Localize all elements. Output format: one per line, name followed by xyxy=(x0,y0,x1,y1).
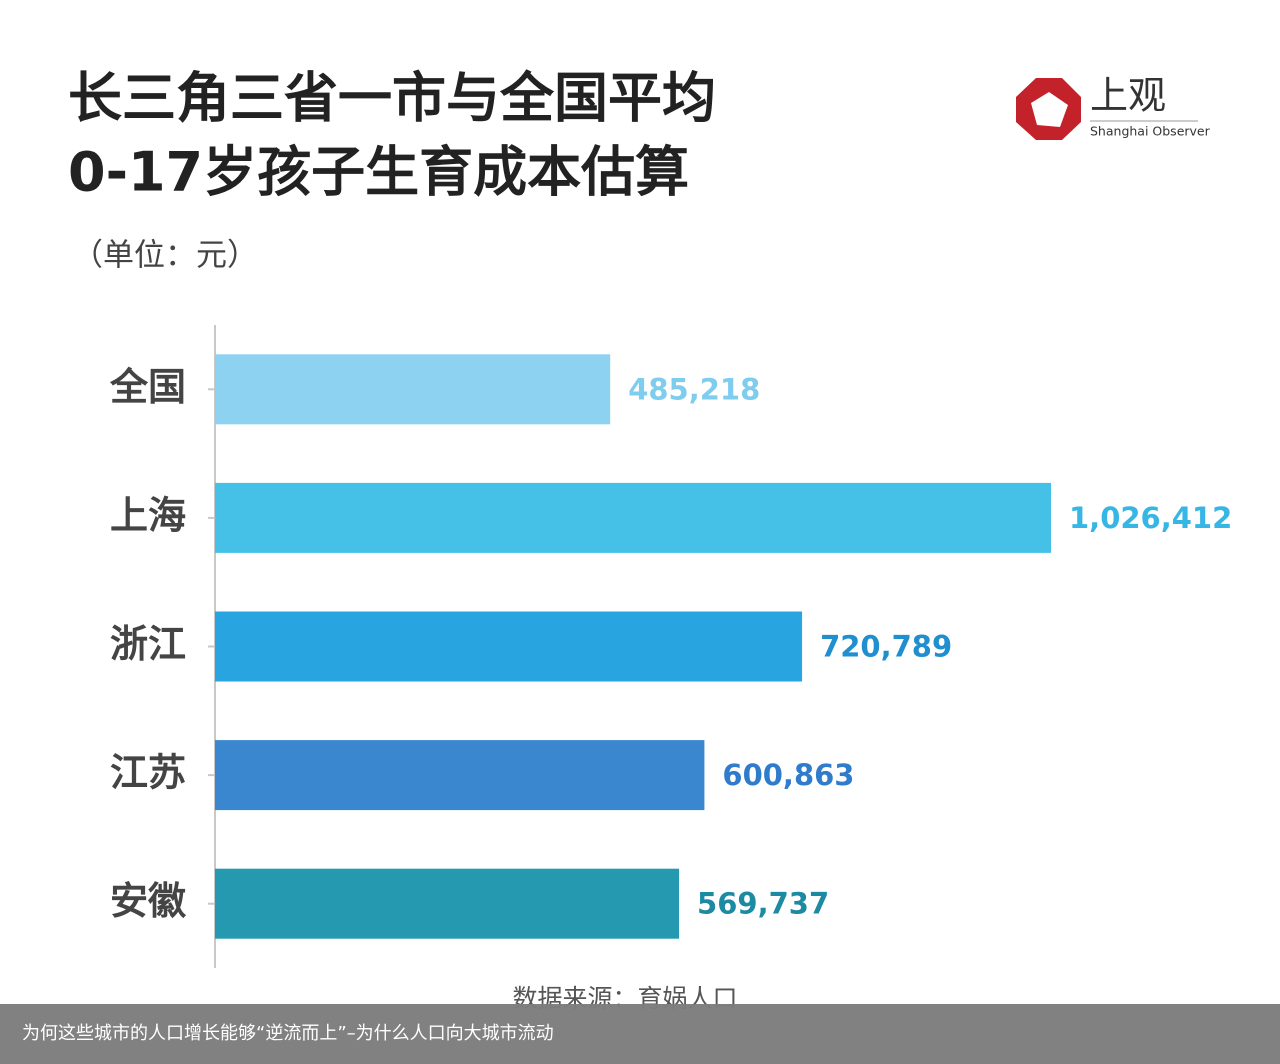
chart-subtitle: （单位：元） xyxy=(72,238,258,274)
value-label: 720,789 xyxy=(820,630,952,664)
value-label: 600,863 xyxy=(722,758,854,792)
bar xyxy=(215,354,611,425)
chart-title: 长三角三省一市与全国平均 xyxy=(68,67,716,130)
value-label: 569,737 xyxy=(697,887,829,921)
logo: 上观 Shanghai Observer xyxy=(1016,74,1211,140)
bar xyxy=(215,611,803,682)
y-tick-label: 浙江 xyxy=(110,622,186,666)
value-label: 1,026,412 xyxy=(1069,501,1232,535)
y-tick-label: 江苏 xyxy=(110,751,186,795)
chart-title: 0-17岁孩子生育成本估算 xyxy=(68,141,689,204)
caption-bar xyxy=(0,1004,1280,1064)
logo-mark-inner xyxy=(1031,92,1068,127)
logo-name-en: Shanghai Observer xyxy=(1090,124,1211,139)
bar xyxy=(215,482,1051,553)
caption: 为何这些城市的人口增长能够“逆流而上”–为什么人口向大城市流动 xyxy=(22,1023,554,1044)
bar xyxy=(215,740,705,811)
y-tick-label: 上海 xyxy=(110,493,186,537)
y-tick-label: 全国 xyxy=(109,365,186,409)
logo-name: 上观 xyxy=(1090,74,1166,118)
value-label: 485,218 xyxy=(628,372,760,406)
bar xyxy=(215,868,680,939)
y-tick-label: 安徽 xyxy=(110,879,187,923)
